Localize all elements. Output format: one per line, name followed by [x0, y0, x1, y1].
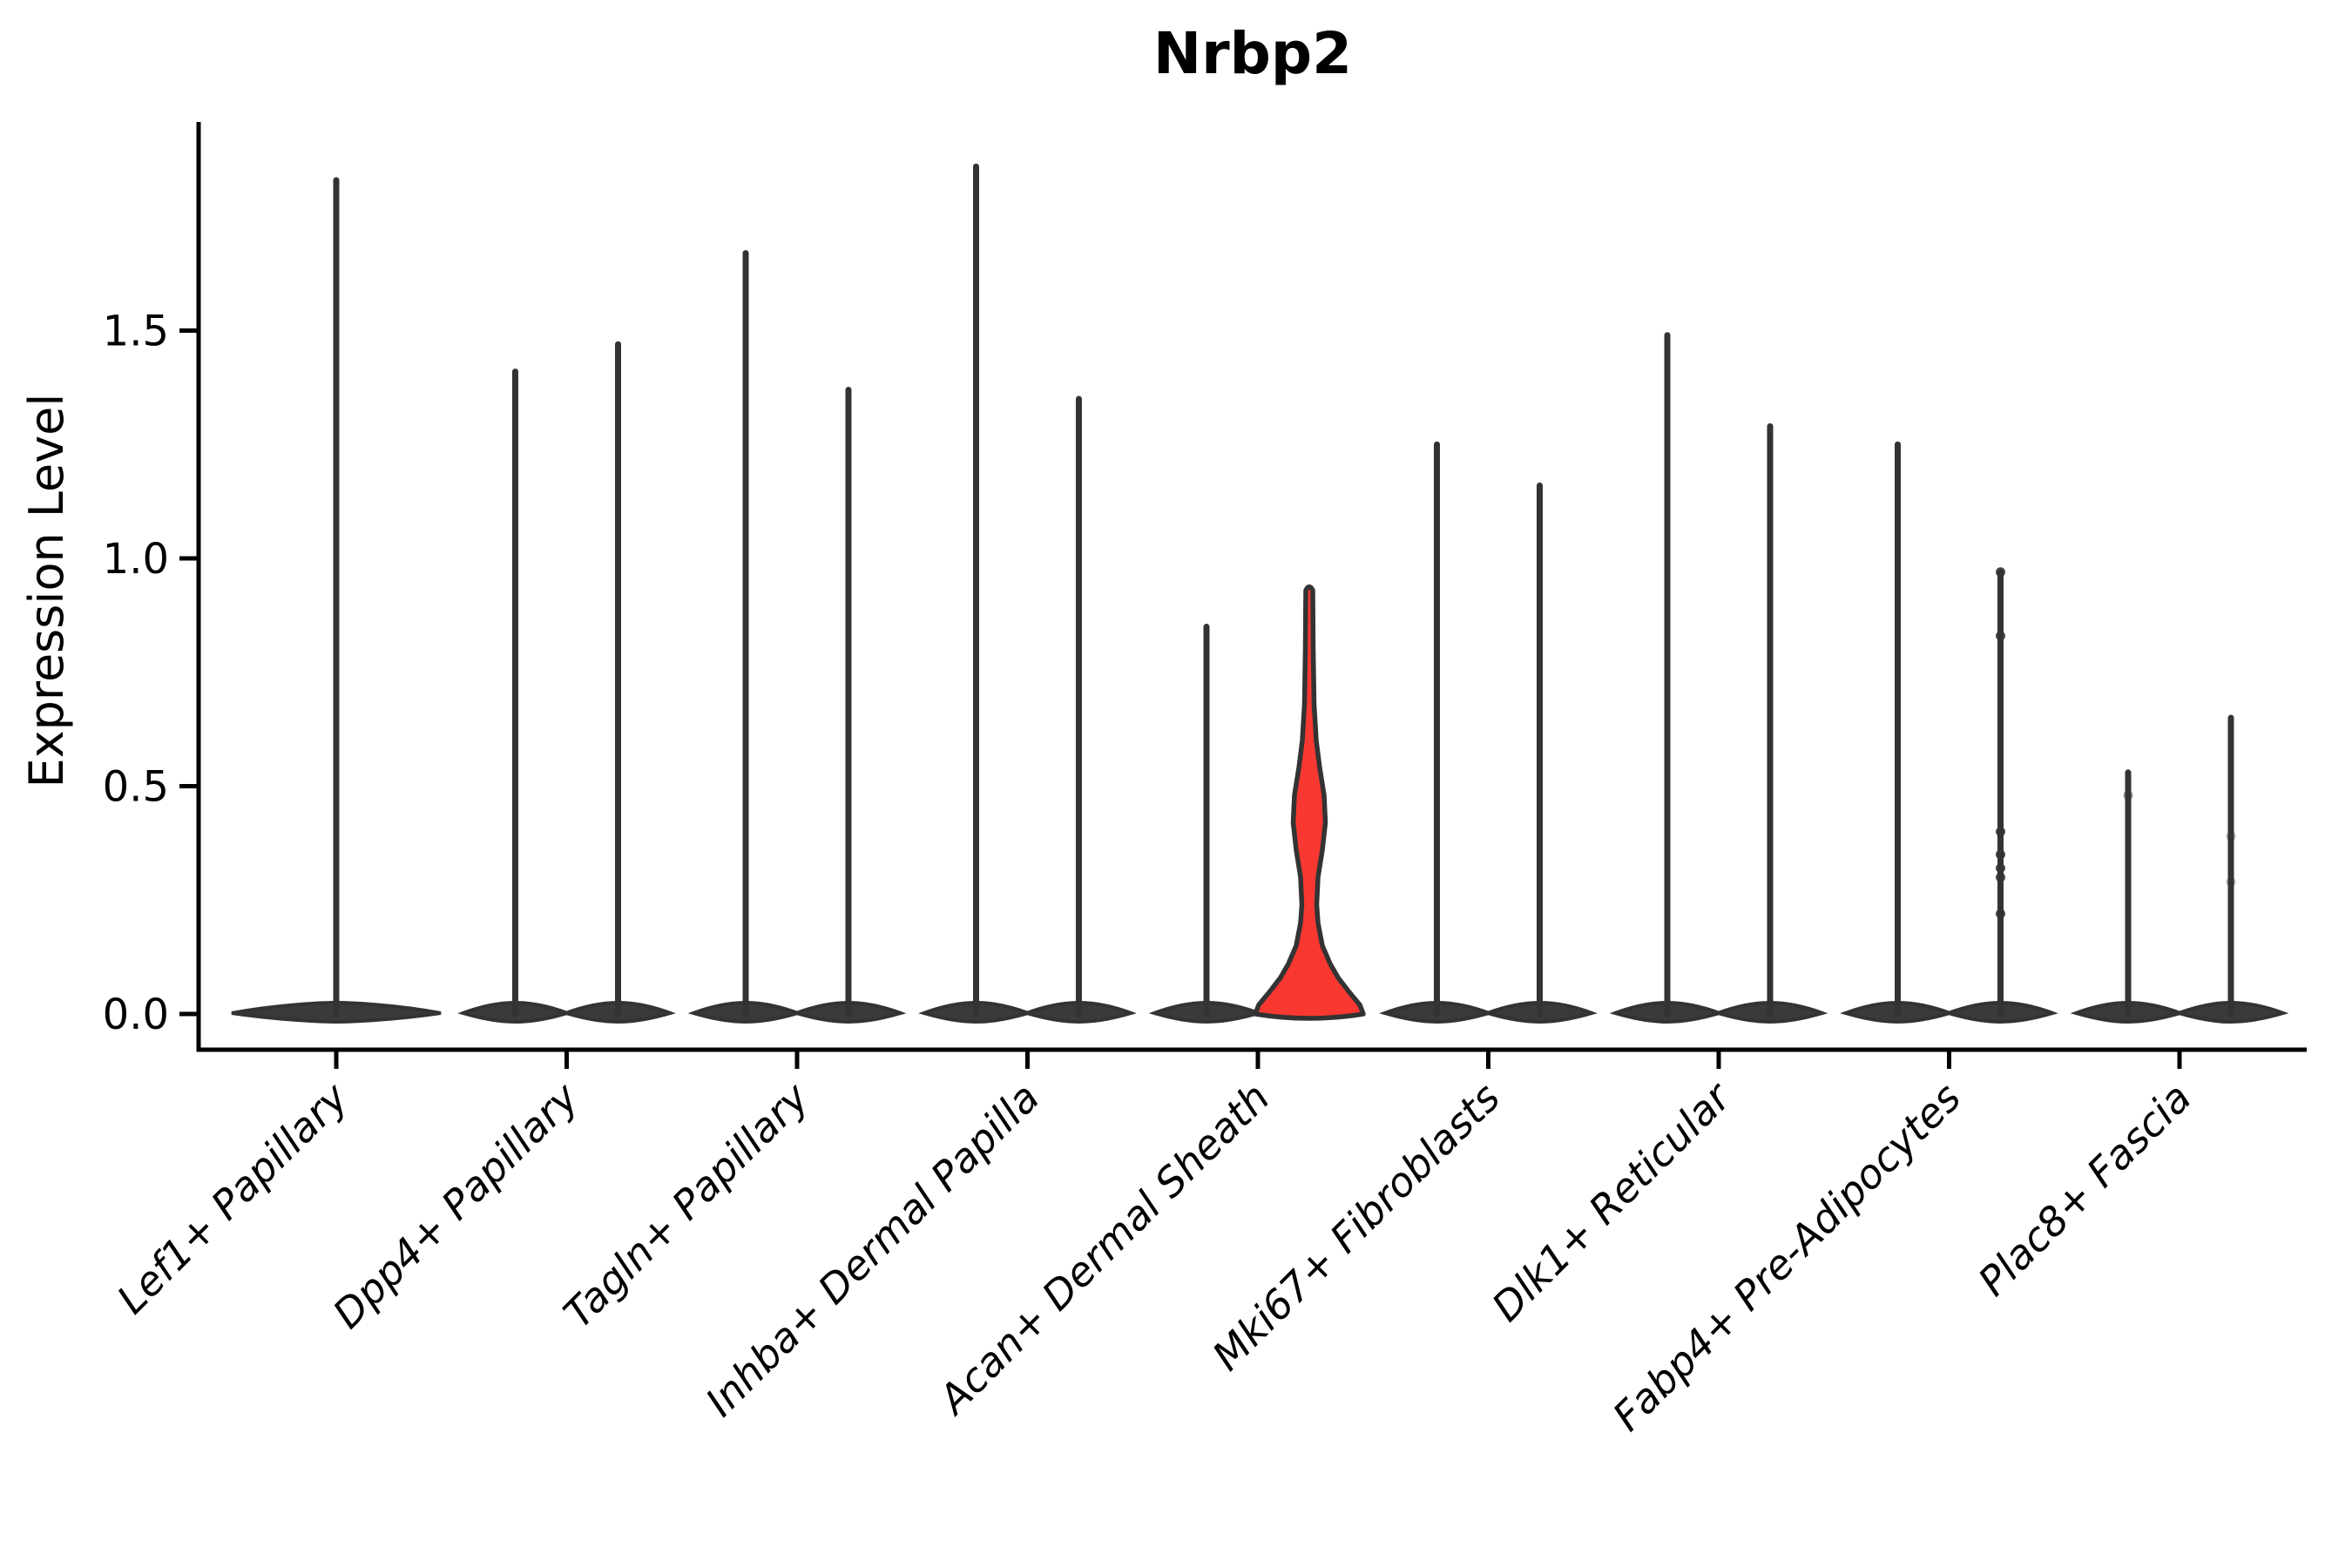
jitter-dot: [1996, 827, 2005, 837]
y-tick-label: 0.5: [103, 763, 169, 812]
x-tick-label: Lef1+ Papillary: [108, 1073, 357, 1322]
chart-title: Nrbp2: [1153, 20, 1352, 87]
y-axis-label: Expression Level: [19, 394, 74, 788]
x-tick-label: Tagln+ Papillary: [554, 1073, 818, 1337]
x-tick-label: Dlk1+ Reticular: [1483, 1071, 1741, 1330]
jitter-dot: [1996, 567, 2005, 578]
x-tick-label: Dpp4+ Papillary: [324, 1073, 588, 1337]
y-tick-label: 1.5: [103, 308, 169, 356]
jitter-dot: [2123, 790, 2133, 801]
jitter-dot: [1996, 631, 2005, 641]
violin-highlighted: [1253, 584, 1366, 1021]
jitter-dot: [1996, 863, 2005, 874]
jitter-dot: [1996, 849, 2005, 860]
jitter-dot: [2226, 831, 2236, 841]
x-tick-label: Plac8+ Fascia: [1969, 1074, 2200, 1305]
jitter-dot: [1996, 872, 2005, 882]
y-tick-label: 0.0: [103, 990, 169, 1039]
axis-spines: [196, 122, 2307, 1052]
y-tick-label: 1.0: [103, 535, 169, 584]
jitter-dot: [1996, 909, 2005, 919]
jitter-dot: [2226, 876, 2236, 887]
